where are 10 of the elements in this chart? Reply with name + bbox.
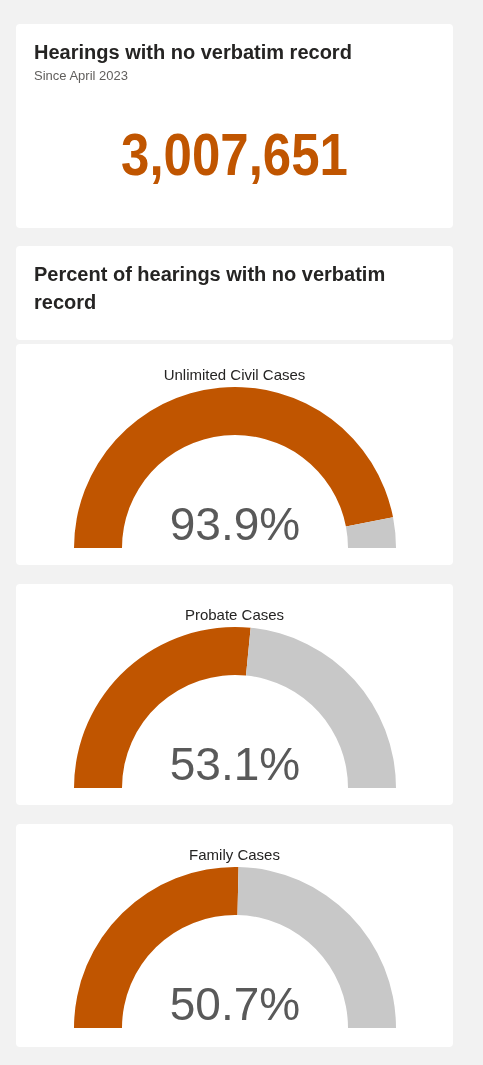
data-label: 93.9% — [169, 498, 301, 550]
data-label: 53.1% — [169, 738, 301, 790]
chart-title: Probate Cases — [184, 606, 285, 623]
text: 3,007,651 — [120, 120, 349, 190]
text: Percent of hearings with no verbatim record — [34, 262, 387, 315]
data-label: 50.7% — [169, 978, 301, 1030]
text: Since April 2023 — [34, 68, 128, 83]
chart-title: Unlimited Civil Cases — [163, 366, 306, 383]
chart-title: Family Cases — [189, 846, 280, 863]
text: Hearings with no verbatim record — [34, 40, 353, 65]
